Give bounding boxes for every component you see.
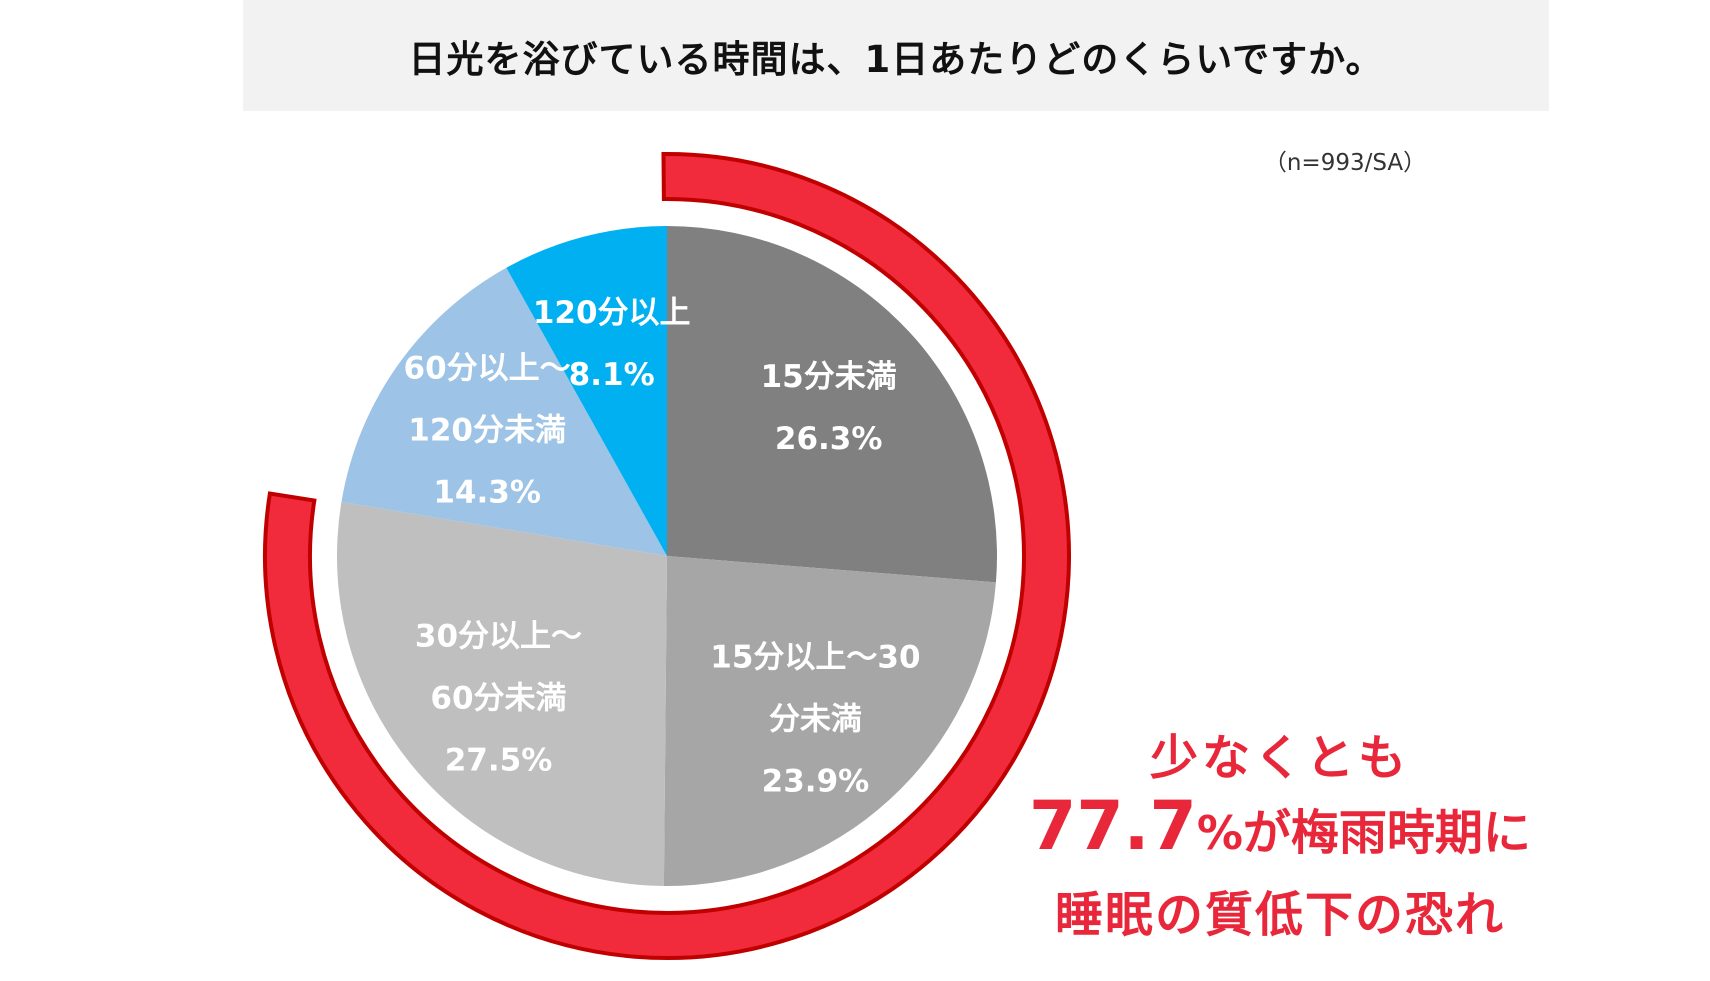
callout-line2-text: が梅雨時期に [1242,805,1531,861]
slice-category-5: 120分以上 [533,295,691,331]
sample-size-note: （n=993/SA） [1263,150,1427,176]
slice-category-3: 60分未満 [430,680,566,716]
slice-label-3: 30分以上～ 60分未満 27.5% [415,618,582,778]
slice-category-4: 60分以上～ [404,350,571,386]
callout-line2: 77.7%が梅雨時期に [1000,788,1560,883]
pie-slice-2 [663,556,996,886]
pie-slice-1 [667,226,998,583]
slice-labels: 15分未満 26.3% 15分以上～30 分未満 23.9% 30分以上～ 60分未満 27.… [404,295,921,799]
slice-label-1: 15分未満 26.3% [761,359,897,457]
slice-category-2: 分未満 [769,701,862,737]
highlight-arc [263,152,1071,960]
slice-category-3: 30分以上～ [415,618,582,654]
slice-value-4: 14.3% [433,474,541,510]
title-bar: 日光を浴びている時間は、1日あたりどのくらいですか。 [243,0,1549,111]
pie-slice-3 [337,501,667,886]
slice-value-1: 26.3% [775,421,883,457]
pie-slice-5 [506,226,667,556]
callout-unit: % [1196,806,1243,860]
highlight-arc-layer [263,152,1071,960]
slice-label-4: 60分以上～ 120分未満 14.3% [404,350,571,510]
callout-number: 77.7 [1029,787,1197,866]
chart-title: 日光を浴びている時間は、1日あたりどのくらいですか。 [408,37,1384,81]
slice-category-2: 15分以上～30 [710,639,920,675]
slice-value-3: 27.5% [445,742,553,778]
pie-slice-4 [341,267,667,556]
slice-value-5: 8.1% [569,357,655,393]
slice-label-5: 120分以上 8.1% [533,295,691,393]
slice-value-2: 23.9% [762,763,870,799]
slice-category-4: 120分未満 [408,412,566,448]
callout-line3: 睡眠の質低下の恐れ [1054,887,1505,943]
callout-line1: 少なくとも [1149,730,1410,786]
callout: 少なくとも 77.7%が梅雨時期に 睡眠の質低下の恐れ [1000,728,1560,947]
pie-slices [337,226,998,886]
slice-label-2: 15分以上～30 分未満 23.9% [710,639,920,799]
slice-category-1: 15分未満 [761,359,897,395]
